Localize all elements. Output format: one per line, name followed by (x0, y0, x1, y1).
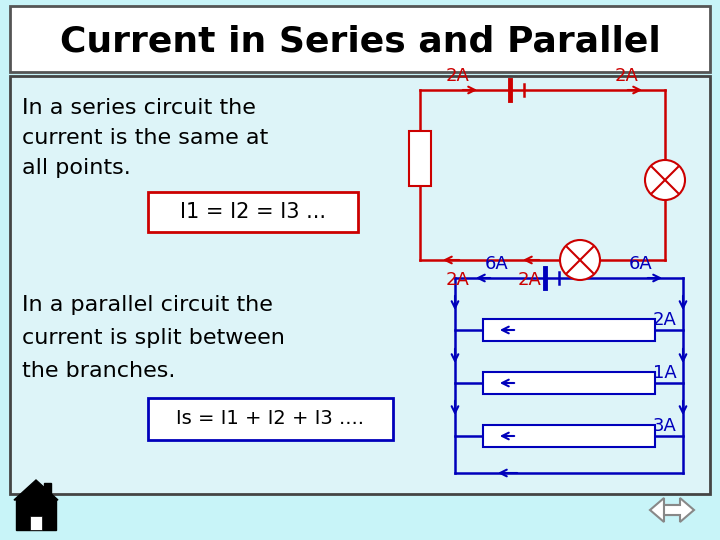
Bar (30, 516, 42, 530)
Bar (148, 398, 393, 440)
Text: In a series circuit the: In a series circuit the (22, 98, 256, 118)
Circle shape (560, 240, 600, 280)
Text: the branches.: the branches. (22, 361, 176, 381)
Circle shape (645, 160, 685, 200)
Text: 2A: 2A (446, 271, 470, 289)
Text: Is = I1 + I2 + I3 ....: Is = I1 + I2 + I3 .... (176, 409, 364, 429)
Polygon shape (650, 498, 680, 522)
Text: current is the same at: current is the same at (22, 128, 269, 148)
Bar (483, 372, 655, 394)
Bar (148, 192, 358, 232)
Text: Current in Series and Parallel: Current in Series and Parallel (60, 25, 660, 59)
Bar (44, 483, 51, 495)
Bar (10, 6, 710, 72)
Text: all points.: all points. (22, 158, 131, 178)
Text: 2A: 2A (615, 67, 639, 85)
Text: 6A: 6A (629, 255, 653, 273)
Polygon shape (664, 498, 694, 522)
Text: current is split between: current is split between (22, 328, 285, 348)
Text: In a parallel circuit the: In a parallel circuit the (22, 295, 273, 315)
Bar (483, 425, 655, 447)
Text: 2A: 2A (518, 271, 542, 289)
Bar (16, 500, 56, 530)
Polygon shape (14, 480, 58, 500)
Text: 2A: 2A (653, 311, 677, 329)
Text: 1A: 1A (653, 364, 677, 382)
Text: 3A: 3A (653, 417, 677, 435)
Bar (483, 319, 655, 341)
Text: 2A: 2A (446, 67, 470, 85)
Bar (409, 131, 431, 186)
Bar (10, 76, 710, 494)
Text: 6A: 6A (485, 255, 509, 273)
Text: I1 = I2 = I3 ...: I1 = I2 = I3 ... (180, 202, 326, 222)
